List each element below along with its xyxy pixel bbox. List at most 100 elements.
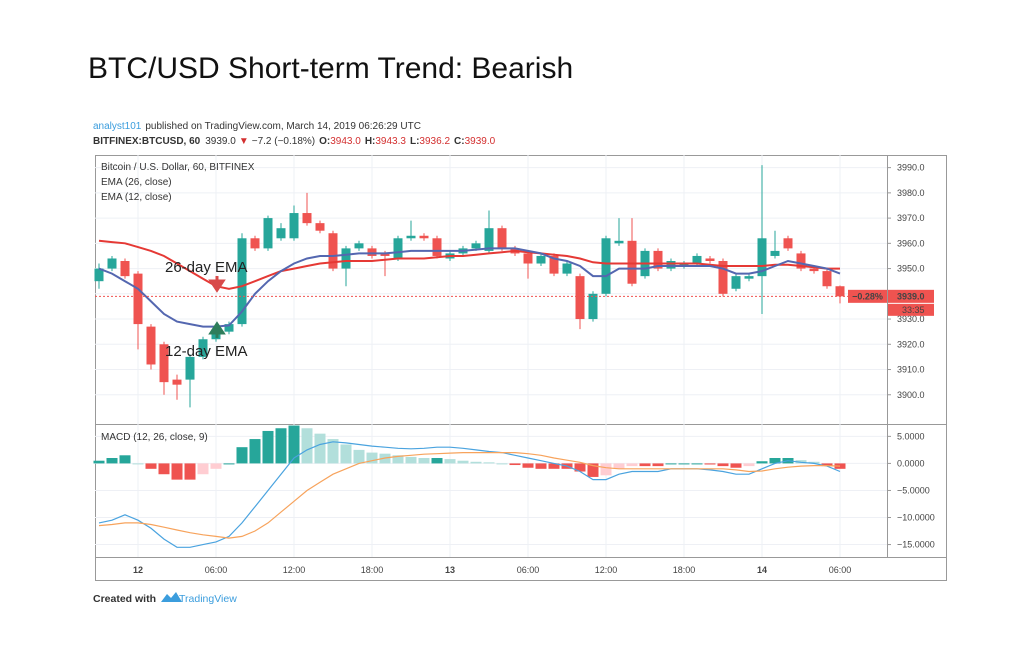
histogram-bar: [600, 463, 612, 476]
candle-body: [146, 326, 156, 365]
y-tick-label: 3900.0: [897, 390, 925, 400]
countdown-bg: [888, 303, 934, 316]
histogram-bar: [574, 463, 586, 472]
candle-body: [822, 271, 832, 287]
symbol: BITFINEX:BTCUSD, 60: [93, 136, 201, 147]
histogram-bar: [535, 463, 547, 469]
histogram-bar: [236, 447, 248, 464]
histogram-bar: [470, 461, 482, 464]
candle-body: [744, 276, 754, 279]
candle-body: [588, 293, 598, 320]
histogram-bar: [730, 463, 742, 468]
histogram-bar: [197, 463, 209, 475]
annotation: 26-day EMA: [165, 259, 248, 276]
ohlc-value: 3943.3: [375, 136, 406, 147]
candle-body: [666, 261, 676, 269]
x-tick-label: 13: [445, 565, 455, 575]
candle-body: [835, 286, 845, 297]
histogram-bar: [821, 463, 833, 467]
histogram-bar: [509, 463, 521, 466]
y-tick-label: 3980.0: [897, 188, 925, 198]
x-tick-label: 18:00: [673, 565, 696, 575]
histogram-bar: [210, 463, 222, 469]
histogram-bar: [587, 463, 599, 477]
histogram-bar: [223, 463, 235, 465]
candle-body: [523, 253, 533, 264]
price: 3939.0: [205, 136, 236, 147]
histogram-bar: [691, 463, 703, 465]
candle-body: [367, 248, 377, 256]
candle-body: [289, 213, 299, 239]
histogram-bar: [613, 463, 625, 469]
candle-body: [406, 235, 416, 239]
histogram-bar: [457, 460, 469, 464]
x-tick-label: 18:00: [361, 565, 384, 575]
histogram-bar: [106, 458, 118, 464]
histogram-bar: [262, 430, 274, 464]
line-series: [98, 452, 841, 539]
histogram-bar: [132, 463, 144, 465]
published: published on TradingView.com, March 14, …: [145, 121, 421, 132]
histogram-bar: [275, 428, 287, 464]
ohlc-key: L:: [410, 136, 419, 147]
histogram-bar: [119, 455, 131, 464]
histogram-bar: [626, 463, 638, 467]
histogram-bar: [704, 463, 716, 465]
candle-body: [796, 253, 806, 269]
histogram-bar: [431, 458, 443, 464]
candle-body: [471, 243, 481, 249]
histogram-bar: [392, 455, 404, 464]
y-tick-label: 3970.0: [897, 213, 925, 223]
histogram-bar: [353, 449, 365, 464]
histogram-bar: [665, 463, 677, 465]
grid: 3900.03910.03920.03930.03940.03950.03960…: [95, 155, 935, 575]
y-tick-label: 3920.0: [897, 339, 925, 349]
price-tag-bg: [888, 289, 934, 303]
y-tick-label: −5.0000: [897, 485, 930, 495]
candle-body: [575, 276, 585, 320]
x-tick-label: 12:00: [595, 565, 618, 575]
candle-body: [328, 233, 338, 269]
histogram-bar: [496, 463, 508, 465]
page-title: BTC/USD Short-term Trend: Bearish: [88, 52, 573, 85]
candle-body: [380, 253, 390, 256]
price-tag: 3939.0: [897, 291, 925, 301]
chart-frame: [95, 155, 947, 581]
candle-body: [692, 255, 702, 264]
y-tick-label: 5.0000: [897, 431, 925, 441]
legend-entry: EMA (26, close): [101, 177, 172, 188]
candle-body: [94, 268, 104, 282]
candle-body: [172, 379, 182, 385]
footer-brand[interactable]: TradingView: [179, 593, 237, 605]
x-tick-label: 06:00: [517, 565, 540, 575]
histogram-bar: [158, 463, 170, 475]
candle-body: [341, 248, 351, 269]
y-tick-label: 3990.0: [897, 163, 925, 173]
histogram-bar: [184, 463, 196, 480]
candle-body: [614, 240, 624, 244]
candle-body: [679, 263, 689, 267]
candle-body: [263, 218, 273, 249]
histogram-bar: [639, 463, 651, 467]
line-series: [98, 247, 841, 328]
ohlc-value: 3943.0: [330, 136, 361, 147]
histogram-bar: [808, 461, 820, 464]
histogram-bar: [418, 458, 430, 464]
author[interactable]: analyst101: [93, 121, 142, 132]
line-series: [98, 239, 840, 290]
y-tick-label: 3960.0: [897, 238, 925, 248]
histogram-bar: [366, 452, 378, 464]
candle-body: [718, 261, 728, 294]
histogram-bar: [678, 463, 690, 465]
histogram-bar: [171, 463, 183, 480]
histogram-bar: [288, 425, 300, 464]
candle-body: [159, 344, 169, 383]
candle-body: [562, 263, 572, 274]
candle-body: [393, 238, 403, 259]
annotation-arrow: [208, 321, 226, 338]
ohlc-key: C:: [454, 136, 465, 147]
y-tick-label: −15.0000: [897, 540, 935, 550]
candle-body: [107, 258, 117, 269]
ohlc-value: 3936.2: [419, 136, 450, 147]
